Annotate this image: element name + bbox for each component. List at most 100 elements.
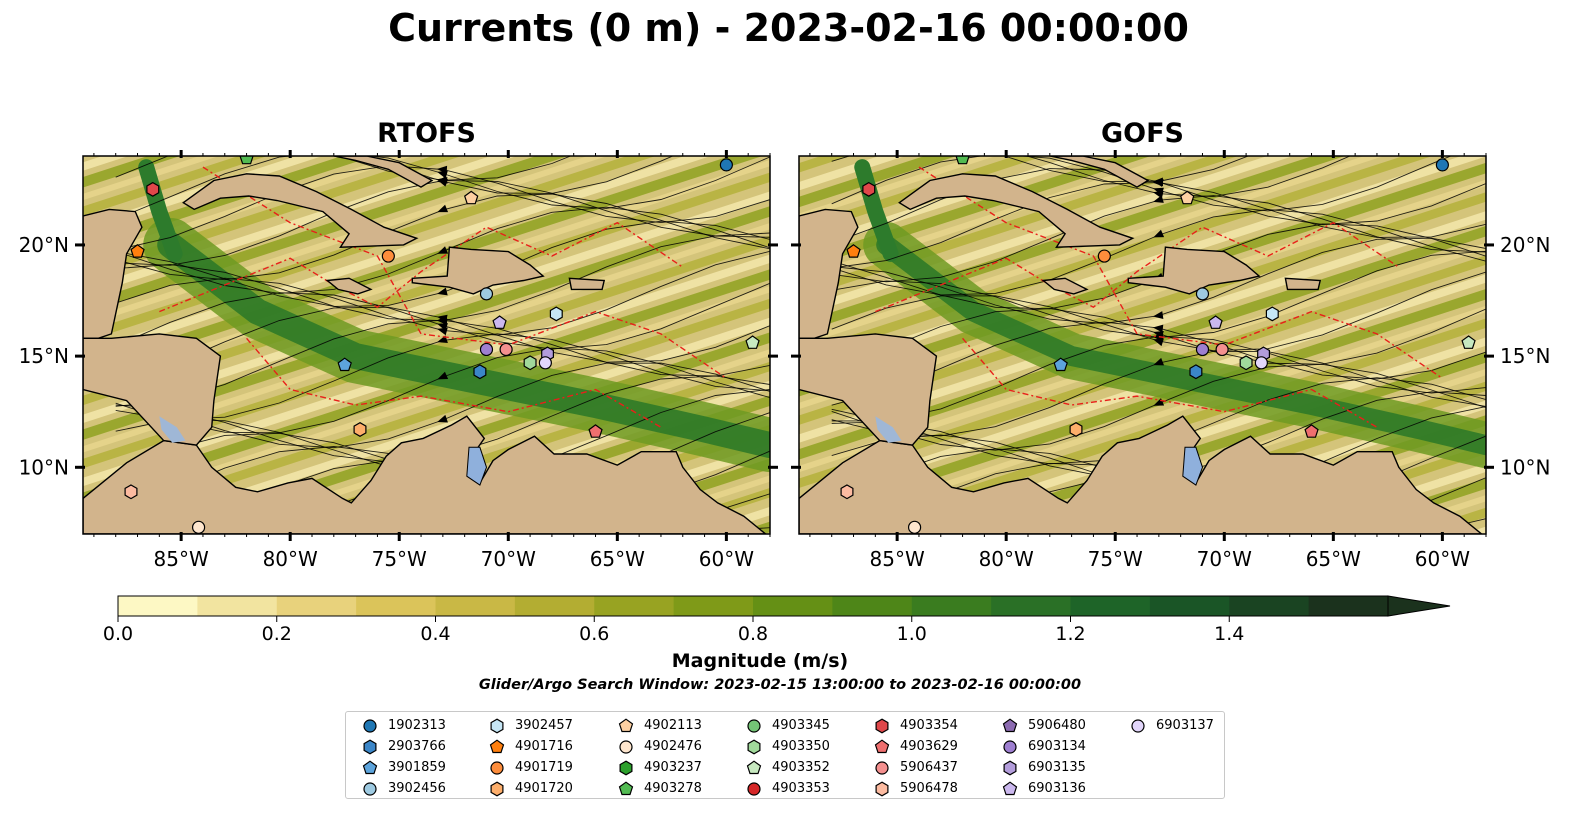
legend-label: 4903350 xyxy=(772,739,830,754)
colorbar-bin xyxy=(514,596,595,616)
colorbar-tick-label: 1.2 xyxy=(1055,623,1085,645)
legend-label: 4903629 xyxy=(900,739,958,754)
colorbar-bin xyxy=(594,596,675,616)
gofs-marker-5906478 xyxy=(840,484,854,500)
gofs-marker-4903354 xyxy=(862,181,876,197)
gofs-lat-tick-label: 10°N xyxy=(1500,455,1550,479)
legend-label: 4902113 xyxy=(644,718,702,733)
gofs-land-jamaica xyxy=(1041,277,1089,295)
panel-title-gofs: GOFS xyxy=(1100,118,1184,149)
colorbar-bin xyxy=(276,596,357,616)
rtofs-marker-4903350 xyxy=(523,355,537,371)
legend-marker-6903136 xyxy=(1002,781,1018,796)
colorbar-tick-label: 0.2 xyxy=(262,623,292,645)
gofs-marker-1902313 xyxy=(1435,158,1449,172)
gofs-land-puerto xyxy=(1284,277,1322,291)
legend-label: 6903137 xyxy=(1156,718,1214,733)
colorbar-bin xyxy=(356,596,436,616)
rtofs-lon-tick-label: 65°W xyxy=(590,547,645,571)
legend-label: 4901720 xyxy=(515,781,573,796)
colorbar-tick-label: 0.6 xyxy=(579,623,609,645)
gofs-marker-6903134 xyxy=(1195,342,1210,357)
rtofs-lat-tick-label: 10°N xyxy=(19,455,69,479)
colorbar-tick-label: 0.0 xyxy=(103,623,133,645)
legend-label: 5906437 xyxy=(900,760,958,775)
colorbar-bin xyxy=(435,596,516,616)
rtofs-marker-3901859 xyxy=(337,357,352,372)
rtofs-marker-4902113 xyxy=(463,190,479,205)
legend-marker-3902457 xyxy=(490,718,504,734)
gofs-marker-4901720 xyxy=(1069,422,1083,437)
colorbar-bin xyxy=(991,596,1071,616)
legend-marker-4903350 xyxy=(747,739,761,755)
rtofs-marker-3902456 xyxy=(479,287,494,301)
legend-label: 4903278 xyxy=(644,781,702,796)
gofs-lon-tick-label: 65°W xyxy=(1306,547,1361,571)
gofs-marker-4901719 xyxy=(1097,249,1111,263)
figure-title: Currents (0 m) - 2023-02-16 00:00:00 xyxy=(388,6,1189,50)
legend-label: 1902313 xyxy=(388,718,446,733)
legend-marker-4901719 xyxy=(490,761,504,775)
gofs-land-hispaniola xyxy=(1127,246,1261,295)
legend-marker-5906478 xyxy=(875,781,889,797)
rtofs-marker-6903134 xyxy=(479,342,494,357)
rtofs-lon-tick-label: 80°W xyxy=(263,547,318,571)
gofs-land-bahamas xyxy=(1049,156,1150,188)
rtofs-marker-4901720 xyxy=(353,422,367,437)
legend-marker-4901720 xyxy=(490,781,504,797)
legend-label: 6903136 xyxy=(1028,781,1086,796)
gofs-marker-2903766 xyxy=(1189,364,1203,380)
gofs-marker-4903629 xyxy=(1304,424,1319,438)
rtofs-land-cuba xyxy=(182,173,419,248)
gofs-land-south xyxy=(799,415,1483,534)
map-figure: 85°W 80°W 75°W 70°W 65°W 60°W 20°N 15°N 10°N 85°… xyxy=(19,150,1550,571)
colorbar-bin xyxy=(753,596,833,616)
gofs-lon-tick-label: 70°W xyxy=(1197,547,1252,571)
rtofs-land-honduras xyxy=(83,333,222,446)
map-panel-rtofs: 85°W 80°W 75°W 70°W 65°W 60°W 20°N 15°N 10°N xyxy=(19,150,778,571)
legend-marker-4903354 xyxy=(875,718,889,734)
colorbar-bin xyxy=(911,596,992,616)
colorbar-bin xyxy=(197,596,278,616)
legend-label: 4901716 xyxy=(515,739,573,754)
colorbar-bin xyxy=(673,596,754,616)
rtofs-marker-6903137 xyxy=(538,356,552,370)
colorbar-bin xyxy=(1308,596,1389,616)
legend-label: 6903134 xyxy=(1028,739,1086,754)
legend-label: 3901859 xyxy=(388,760,446,775)
gofs-lon-tick-label: 60°W xyxy=(1415,547,1470,571)
legend-marker-4902476 xyxy=(619,740,633,754)
float-legend: 1902313 2903766 3901859 3902456 3902457 49017… xyxy=(345,711,1225,799)
legend-marker-4903629 xyxy=(874,739,890,754)
rtofs-land-hispaniola xyxy=(411,246,545,295)
gofs-lon-tick-label: 75°W xyxy=(1088,547,1143,571)
legend-marker-4901716 xyxy=(489,739,505,754)
legend-label: 2903766 xyxy=(388,739,446,754)
rtofs-marker-4903278 xyxy=(239,156,254,165)
gofs-land-cuba xyxy=(898,173,1135,248)
legend-label: 5906480 xyxy=(1028,718,1086,733)
gofs-marker-4902113 xyxy=(1179,190,1195,205)
colorbar-bin xyxy=(118,596,198,616)
legend-marker-3902456 xyxy=(363,782,377,796)
legend-label: 4902476 xyxy=(644,739,702,754)
gofs-lon-tick-label: 85°W xyxy=(870,547,925,571)
colorbar-label: Magnitude (m/s) xyxy=(671,650,849,672)
legend-label: 4903345 xyxy=(772,718,830,733)
colorbar-bin xyxy=(1149,596,1230,616)
colorbar-tick-label: 1.0 xyxy=(897,623,927,645)
panel-title-rtofs: RTOFS xyxy=(377,118,476,149)
legend-label: 3902457 xyxy=(515,718,573,733)
rtofs-lon-tick-label: 85°W xyxy=(154,547,209,571)
gofs-land-honduras xyxy=(799,333,938,446)
gofs-lat-tick-label: 20°N xyxy=(1500,233,1550,257)
legend-marker-4903352 xyxy=(746,760,762,775)
rtofs-lon-tick-label: 75°W xyxy=(372,547,427,571)
legend-marker-4903345 xyxy=(747,719,761,733)
gofs-marker-3902457 xyxy=(1265,306,1279,322)
rtofs-land-south xyxy=(83,415,767,534)
legend-label: 4901719 xyxy=(515,760,573,775)
gofs-lat-tick-label: 15°N xyxy=(1500,344,1550,368)
legend-label: 6903135 xyxy=(1028,760,1086,775)
rtofs-marker-6903136 xyxy=(492,315,507,329)
